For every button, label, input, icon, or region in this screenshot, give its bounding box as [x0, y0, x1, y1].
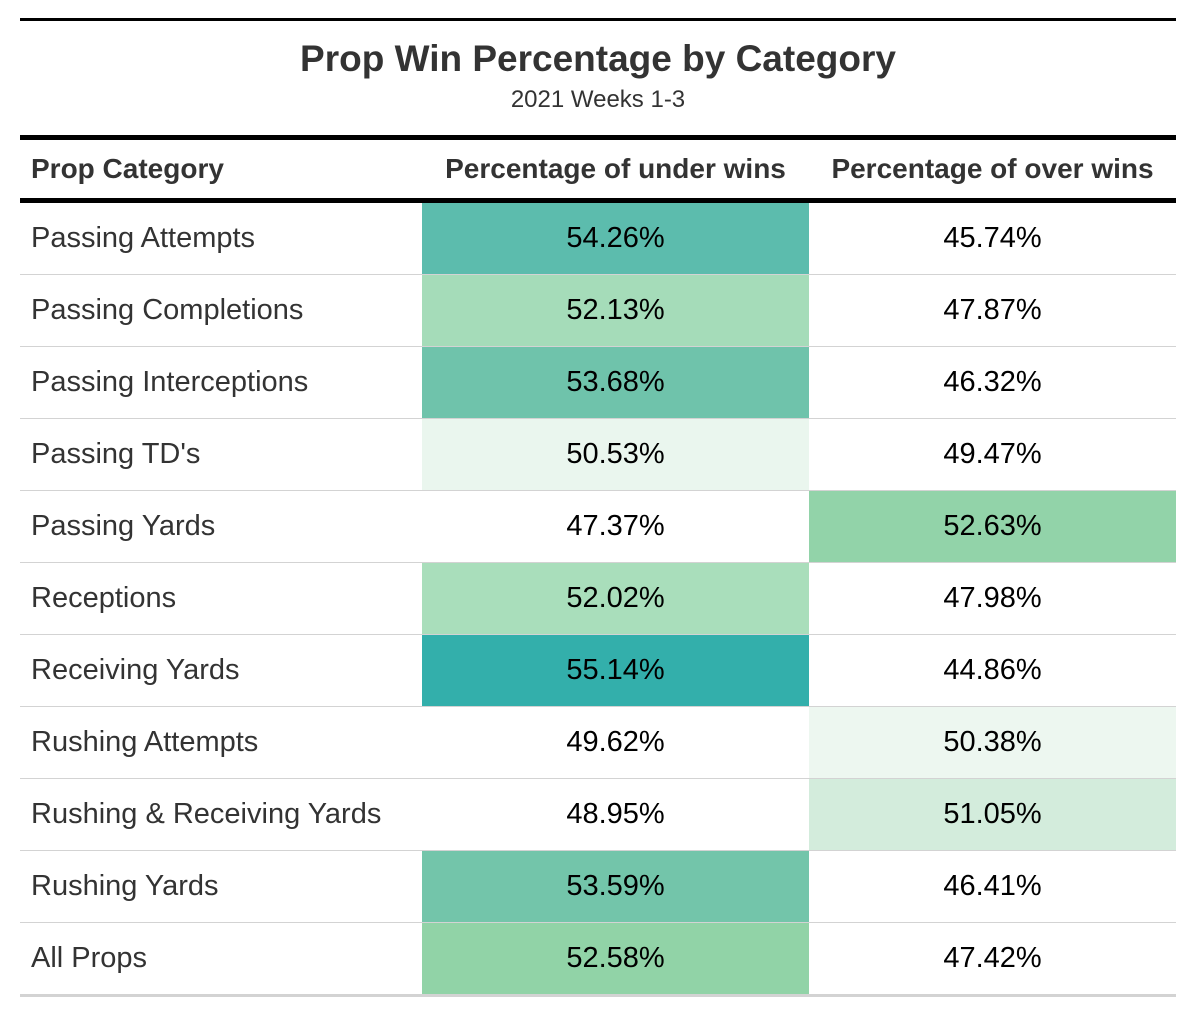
cell-category: Passing Attempts: [20, 203, 422, 275]
table-row: Passing Completions 52.13% 47.87%: [20, 274, 1176, 347]
cell-category: Passing Completions: [20, 274, 422, 347]
table-row: Receiving Yards 55.14% 44.86%: [20, 634, 1176, 707]
cell-category: Passing TD's: [20, 418, 422, 491]
data-table: Prop Category Percentage of under wins P…: [20, 140, 1176, 997]
cell-category: Rushing Yards: [20, 850, 422, 923]
cell-over-percentage: 50.38%: [809, 706, 1176, 779]
cell-category: All Props: [20, 922, 422, 997]
cell-over-percentage: 46.41%: [809, 850, 1176, 923]
cell-under-percentage: 49.62%: [422, 706, 809, 779]
cell-under-percentage: 52.02%: [422, 562, 809, 635]
table-row: Passing Interceptions 53.68% 46.32%: [20, 346, 1176, 419]
cell-over-percentage: 44.86%: [809, 634, 1176, 707]
column-header-under: Percentage of under wins: [445, 153, 786, 184]
table-row: Passing TD's 50.53% 49.47%: [20, 418, 1176, 491]
table-figure: Prop Win Percentage by Category 2021 Wee…: [20, 18, 1176, 997]
cell-under-percentage: 47.37%: [422, 490, 809, 563]
cell-over-percentage: 47.98%: [809, 562, 1176, 635]
cell-over-percentage: 49.47%: [809, 418, 1176, 491]
cell-category: Passing Yards: [20, 490, 422, 563]
table-row: All Props 52.58% 47.42%: [20, 922, 1176, 997]
table-row: Receptions 52.02% 47.98%: [20, 562, 1176, 635]
cell-under-percentage: 53.59%: [422, 850, 809, 923]
cell-under-percentage: 52.13%: [422, 274, 809, 347]
cell-over-percentage: 46.32%: [809, 346, 1176, 419]
table-row: Rushing & Receiving Yards 48.95% 51.05%: [20, 778, 1176, 851]
cell-under-percentage: 53.68%: [422, 346, 809, 419]
cell-under-percentage: 54.26%: [422, 203, 809, 275]
cell-category: Receiving Yards: [20, 634, 422, 707]
cell-under-percentage: 52.58%: [422, 922, 809, 997]
cell-under-percentage: 50.53%: [422, 418, 809, 491]
cell-under-percentage: 55.14%: [422, 634, 809, 707]
cell-category: Rushing & Receiving Yards: [20, 778, 422, 851]
table-row: Passing Yards 47.37% 52.63%: [20, 490, 1176, 563]
cell-over-percentage: 45.74%: [809, 203, 1176, 275]
table-row: Passing Attempts 54.26% 45.74%: [20, 203, 1176, 275]
column-header-category: Prop Category: [31, 153, 224, 184]
column-header-over: Percentage of over wins: [831, 153, 1154, 184]
table-body: Passing Attempts 54.26% 45.74% Passing Comp…: [20, 203, 1176, 997]
cell-under-percentage: 48.95%: [422, 778, 809, 851]
table-row: Rushing Yards 53.59% 46.41%: [20, 850, 1176, 923]
cell-over-percentage: 52.63%: [809, 490, 1176, 563]
header-rule: [20, 135, 1176, 140]
header-row: Prop Category Percentage of under wins P…: [20, 140, 1176, 198]
column-rule: [20, 198, 1176, 203]
table-row: Rushing Attempts 49.62% 50.38%: [20, 706, 1176, 779]
cell-over-percentage: 47.87%: [809, 274, 1176, 347]
cell-category: Rushing Attempts: [20, 706, 422, 779]
cell-category: Passing Interceptions: [20, 346, 422, 419]
cell-over-percentage: 51.05%: [809, 778, 1176, 851]
chart-title: Prop Win Percentage by Category: [300, 38, 896, 79]
cell-over-percentage: 47.42%: [809, 922, 1176, 997]
chart-subtitle: 2021 Weeks 1-3: [510, 86, 686, 113]
top-rule: [20, 18, 1176, 21]
cell-category: Receptions: [20, 562, 422, 635]
